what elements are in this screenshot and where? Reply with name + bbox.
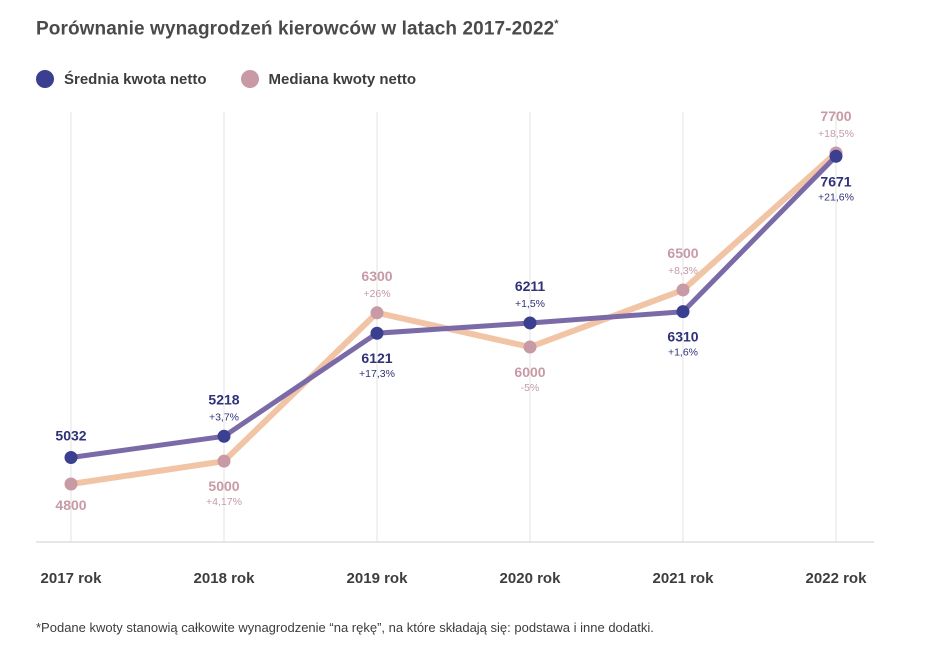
change-label-mean-3: +17,3% [359, 368, 395, 380]
point-mean-4 [523, 316, 537, 330]
legend-dot-median [240, 70, 259, 88]
legend-item-mean: Średnia kwota netto [36, 70, 207, 88]
line-chart: 2017 rok 2018 rok 2019 rok 2020 rok 2021 rok… [36, 108, 874, 587]
x-tick-label-2: 2018 rok [194, 570, 256, 587]
point-mean-3 [370, 326, 384, 340]
point-median-4 [523, 340, 537, 354]
change-label-median-5: +8,3% [668, 265, 698, 277]
data-label-median-5: 6500 [667, 245, 698, 261]
data-label-median-1: 4800 [55, 497, 86, 513]
data-label-mean-3: 6121 [361, 350, 392, 366]
data-label-mean-5: 6310 [667, 329, 698, 345]
data-label-median-6: 7700 [820, 108, 851, 124]
legend-item-median: Mediana kwoty netto [240, 70, 417, 88]
point-mean-5 [676, 305, 690, 319]
legend-dot-mean [36, 70, 54, 88]
point-median-5 [676, 283, 690, 297]
change-label-median-6: +18,5% [818, 128, 854, 140]
legend-label-median: Mediana kwoty netto [268, 70, 417, 88]
point-median-2 [217, 454, 231, 468]
x-tick-label-3: 2019 rok [347, 570, 409, 587]
legend-label-mean: Średnia kwota netto [64, 70, 207, 88]
x-tick-label-1: 2017 rok [41, 570, 103, 587]
footnote: *Podane kwoty stanowią całkowite wynagro… [36, 620, 654, 635]
data-label-mean-1: 5032 [55, 428, 86, 444]
series-line-mean [68, 153, 839, 460]
x-tick-label-4: 2020 rok [500, 570, 562, 587]
data-label-median-4: 6000 [514, 364, 545, 380]
x-tick-label-6: 2022 rok [806, 570, 868, 587]
data-label-mean-2: 5218 [208, 391, 239, 407]
change-label-mean-4: +1,5% [515, 298, 545, 310]
point-median-3 [370, 306, 384, 320]
change-label-mean-5: +1,6% [668, 347, 698, 359]
point-mean-2 [217, 429, 231, 443]
change-label-mean-2: +3,7% [209, 411, 239, 423]
title-footnote-mark: * [554, 18, 559, 30]
data-label-mean-6: 7671 [820, 173, 851, 189]
data-label-median-3: 6300 [361, 268, 392, 284]
point-mean-6 [829, 149, 843, 163]
point-median-1 [64, 477, 78, 491]
change-label-mean-6: +21,6% [818, 191, 854, 203]
x-tick-label-5: 2021 rok [653, 570, 715, 587]
change-label-median-3: +26% [363, 288, 390, 300]
change-label-median-2: +4,17% [206, 496, 242, 508]
data-label-mean-4: 6211 [515, 278, 546, 294]
series-line-median [68, 150, 839, 487]
chart-title-text: Porównanie wynagrodzeń kierowców w latac… [36, 18, 555, 40]
legend: Średnia kwota netto Mediana kwoty netto [36, 70, 450, 88]
change-label-median-4: -5% [521, 382, 540, 394]
point-mean-1 [64, 451, 78, 465]
data-label-median-2: 5000 [208, 478, 239, 494]
chart-title: Porównanie wynagrodzeń kierowców w latac… [36, 18, 559, 40]
